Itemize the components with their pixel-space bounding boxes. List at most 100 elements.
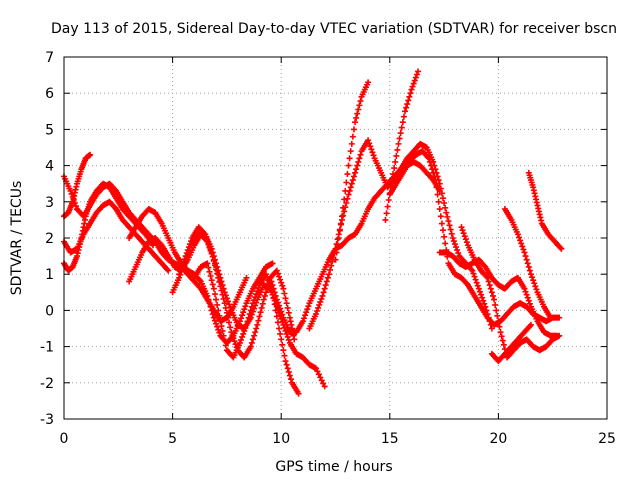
data-point — [205, 240, 212, 247]
data-point — [284, 304, 291, 311]
data-point — [314, 308, 321, 315]
data-point — [405, 97, 412, 104]
data-point — [321, 285, 328, 292]
data-point — [188, 238, 195, 245]
data-point — [210, 257, 217, 264]
data-point — [178, 265, 185, 272]
data-point — [413, 71, 420, 78]
data-point — [489, 292, 496, 299]
data-point — [304, 306, 311, 313]
data-point — [533, 286, 540, 293]
data-point — [213, 296, 220, 303]
data-point — [221, 337, 228, 344]
data-point — [211, 262, 218, 269]
data-point — [317, 298, 324, 305]
data-point — [530, 277, 537, 284]
data-point — [469, 267, 476, 274]
data-point — [179, 262, 186, 269]
data-point — [258, 304, 265, 311]
data-point — [391, 165, 398, 172]
data-point — [395, 140, 402, 147]
data-point — [400, 113, 407, 120]
data-point — [206, 300, 213, 307]
data-point — [334, 236, 341, 243]
data-point — [367, 143, 374, 150]
data-point — [494, 312, 501, 319]
series-sat-track-16 — [458, 224, 563, 361]
data-point — [349, 133, 356, 140]
data-point — [268, 278, 275, 285]
data-point — [323, 278, 330, 285]
series-sat-track-15 — [436, 249, 561, 339]
data-point — [274, 319, 281, 326]
data-point — [409, 83, 416, 90]
plot-frame — [63, 56, 608, 420]
data-point — [425, 155, 432, 162]
data-point — [480, 297, 487, 304]
data-point — [67, 187, 74, 194]
data-point — [392, 158, 399, 165]
data-point — [348, 140, 355, 147]
data-point — [527, 321, 534, 328]
data-point — [254, 288, 261, 295]
data-point — [369, 149, 376, 156]
data-point — [346, 155, 353, 162]
data-point — [239, 333, 246, 340]
data-point — [251, 297, 258, 304]
data-point — [251, 332, 258, 339]
data-point — [209, 281, 216, 288]
data-point — [470, 270, 477, 277]
data-point — [281, 352, 288, 359]
data-point — [491, 296, 498, 303]
y-tick-label: 2 — [45, 231, 54, 247]
data-point — [248, 339, 255, 346]
data-point — [222, 342, 229, 349]
data-point — [455, 250, 462, 257]
data-point — [354, 110, 361, 117]
data-point — [436, 206, 443, 213]
data-point — [484, 274, 491, 281]
data-point — [272, 292, 279, 299]
data-point — [215, 307, 222, 314]
data-point — [485, 278, 492, 285]
data-point — [249, 336, 256, 343]
data-point — [254, 321, 261, 328]
data-point — [442, 240, 449, 247]
data-point — [442, 204, 449, 211]
data-point — [384, 203, 391, 210]
data-point — [435, 198, 442, 205]
data-point — [183, 250, 190, 257]
data-point — [459, 227, 466, 234]
data-point — [273, 267, 280, 274]
data-point — [226, 319, 233, 326]
data-point — [353, 114, 360, 121]
data-point — [520, 246, 527, 253]
data-point — [522, 253, 529, 260]
data-point — [524, 294, 531, 301]
data-point — [285, 368, 292, 375]
data-point — [463, 239, 470, 246]
data-point — [218, 287, 225, 294]
data-point — [436, 180, 443, 187]
data-point — [428, 162, 435, 169]
data-point — [312, 365, 319, 372]
data-point — [454, 247, 461, 254]
data-point — [315, 304, 322, 311]
data-point — [180, 259, 187, 266]
series-sat-track-19 — [525, 169, 565, 252]
data-point — [283, 361, 290, 368]
data-point — [214, 301, 221, 308]
data-point — [219, 291, 226, 298]
data-point — [305, 303, 312, 310]
data-point — [267, 274, 274, 281]
data-point — [204, 260, 211, 267]
data-point — [403, 104, 410, 111]
data-point — [355, 158, 362, 165]
data-point — [368, 146, 375, 153]
data-point — [285, 336, 292, 343]
data-point — [238, 336, 245, 343]
data-point — [278, 308, 285, 315]
data-point — [415, 68, 422, 75]
data-point — [531, 280, 538, 287]
